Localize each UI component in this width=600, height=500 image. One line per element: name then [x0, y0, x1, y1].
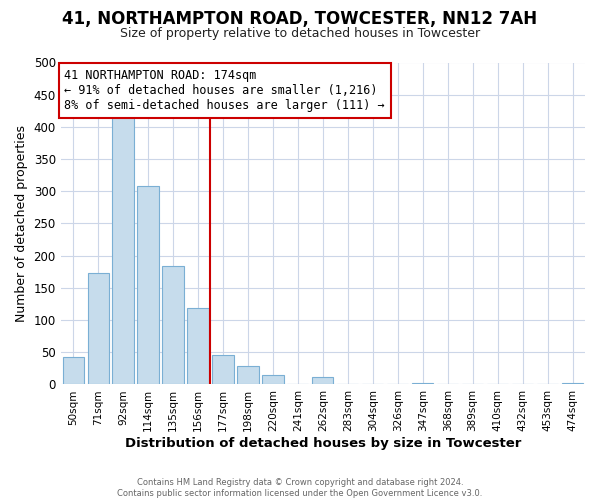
Text: 41, NORTHAMPTON ROAD, TOWCESTER, NN12 7AH: 41, NORTHAMPTON ROAD, TOWCESTER, NN12 7A…	[62, 10, 538, 28]
Bar	[62, 357, 84, 384]
Text: Size of property relative to detached houses in Towcester: Size of property relative to detached ho…	[120, 28, 480, 40]
Bar	[137, 186, 158, 384]
Bar	[238, 366, 259, 384]
Bar	[187, 308, 209, 384]
Text: 41 NORTHAMPTON ROAD: 174sqm
← 91% of detached houses are smaller (1,216)
8% of s: 41 NORTHAMPTON ROAD: 174sqm ← 91% of det…	[64, 69, 385, 112]
Text: Contains HM Land Registry data © Crown copyright and database right 2024.
Contai: Contains HM Land Registry data © Crown c…	[118, 478, 482, 498]
Bar	[262, 376, 284, 384]
Bar	[163, 266, 184, 384]
Bar	[88, 273, 109, 384]
X-axis label: Distribution of detached houses by size in Towcester: Distribution of detached houses by size …	[125, 437, 521, 450]
Bar	[112, 117, 134, 384]
Bar	[562, 383, 583, 384]
Y-axis label: Number of detached properties: Number of detached properties	[15, 125, 28, 322]
Bar	[212, 355, 233, 384]
Bar	[312, 376, 334, 384]
Bar	[412, 382, 433, 384]
